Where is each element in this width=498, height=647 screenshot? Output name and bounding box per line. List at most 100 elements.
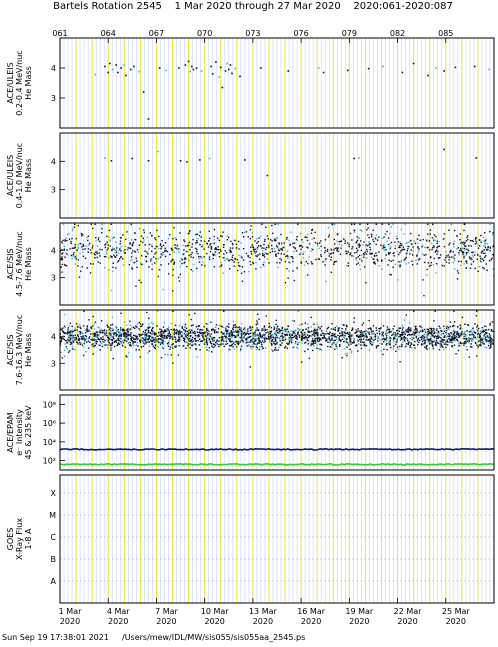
data-point [452, 338, 454, 340]
data-point [385, 330, 387, 333]
data-point [351, 239, 353, 241]
data-point [140, 346, 143, 348]
data-point [237, 330, 240, 333]
data-point [452, 324, 455, 327]
data-point [284, 333, 286, 336]
data-point [169, 336, 172, 338]
data-point [95, 342, 98, 345]
data-point [451, 333, 453, 335]
data-point [111, 247, 114, 249]
data-point [174, 332, 176, 334]
data-point [81, 235, 83, 237]
data-point [266, 329, 268, 331]
data-point [443, 339, 445, 341]
data-point [249, 366, 252, 368]
data-point [124, 346, 127, 349]
data-point [276, 332, 279, 334]
data-point [333, 263, 335, 265]
data-point [465, 260, 467, 263]
data-point [382, 65, 384, 68]
electron-series-line [59, 447, 495, 451]
data-point [86, 267, 88, 269]
data-point [188, 334, 190, 337]
data-point [225, 336, 227, 339]
data-point [292, 336, 294, 339]
data-point [190, 339, 192, 342]
data-point [186, 245, 189, 247]
data-point [152, 256, 155, 258]
data-point [150, 250, 153, 252]
data-point [413, 344, 416, 346]
data-point [336, 347, 338, 350]
data-point [302, 253, 304, 255]
data-point [375, 347, 378, 349]
data-point [132, 250, 134, 252]
data-point [242, 340, 244, 342]
data-point [203, 331, 206, 333]
data-point [90, 339, 92, 341]
data-point [64, 239, 66, 241]
data-point [386, 230, 388, 233]
data-point [429, 342, 431, 344]
data-point [280, 344, 282, 347]
data-point [124, 331, 126, 334]
data-point [213, 331, 216, 333]
data-point [466, 349, 468, 351]
data-point [279, 339, 281, 342]
data-point [108, 342, 111, 344]
data-point [433, 335, 435, 338]
data-point [117, 261, 119, 263]
data-point [250, 345, 252, 348]
data-point [465, 267, 468, 269]
data-point [306, 330, 309, 332]
data-point [112, 329, 114, 332]
data-point [141, 333, 144, 336]
data-point [140, 339, 142, 341]
data-point [347, 251, 350, 253]
data-point [197, 339, 199, 342]
data-point [159, 341, 162, 344]
data-point [476, 328, 478, 331]
data-point [420, 343, 423, 345]
data-point [284, 281, 287, 284]
data-point [293, 279, 296, 282]
data-point [243, 331, 246, 334]
data-point [436, 342, 439, 344]
data-point [203, 326, 205, 328]
data-point [371, 343, 373, 346]
data-point [201, 257, 203, 260]
data-point [368, 349, 371, 351]
data-point [415, 331, 418, 333]
data-point [189, 330, 192, 333]
data-point [133, 345, 135, 347]
data-point [112, 328, 114, 330]
data-point [89, 341, 91, 344]
data-point [411, 263, 414, 266]
data-point [130, 333, 132, 336]
year-tick-label: 2020 [397, 617, 417, 626]
data-point [304, 332, 307, 335]
data-point [154, 344, 157, 346]
data-point [314, 231, 316, 234]
data-point [292, 257, 294, 260]
data-point [486, 335, 489, 337]
data-point [263, 243, 265, 246]
data-point [139, 338, 141, 340]
data-point [317, 67, 320, 69]
data-point [62, 239, 64, 242]
data-point [459, 341, 462, 344]
data-point [77, 259, 80, 261]
data-point [330, 252, 333, 255]
data-point [252, 261, 254, 264]
data-point [249, 325, 251, 328]
data-point [471, 254, 474, 256]
data-point [228, 345, 231, 347]
data-point [90, 327, 93, 329]
data-point [400, 345, 403, 348]
data-point [111, 248, 113, 251]
data-point [431, 237, 434, 239]
data-point [418, 334, 420, 336]
data-point [256, 343, 259, 345]
data-point [443, 245, 446, 248]
